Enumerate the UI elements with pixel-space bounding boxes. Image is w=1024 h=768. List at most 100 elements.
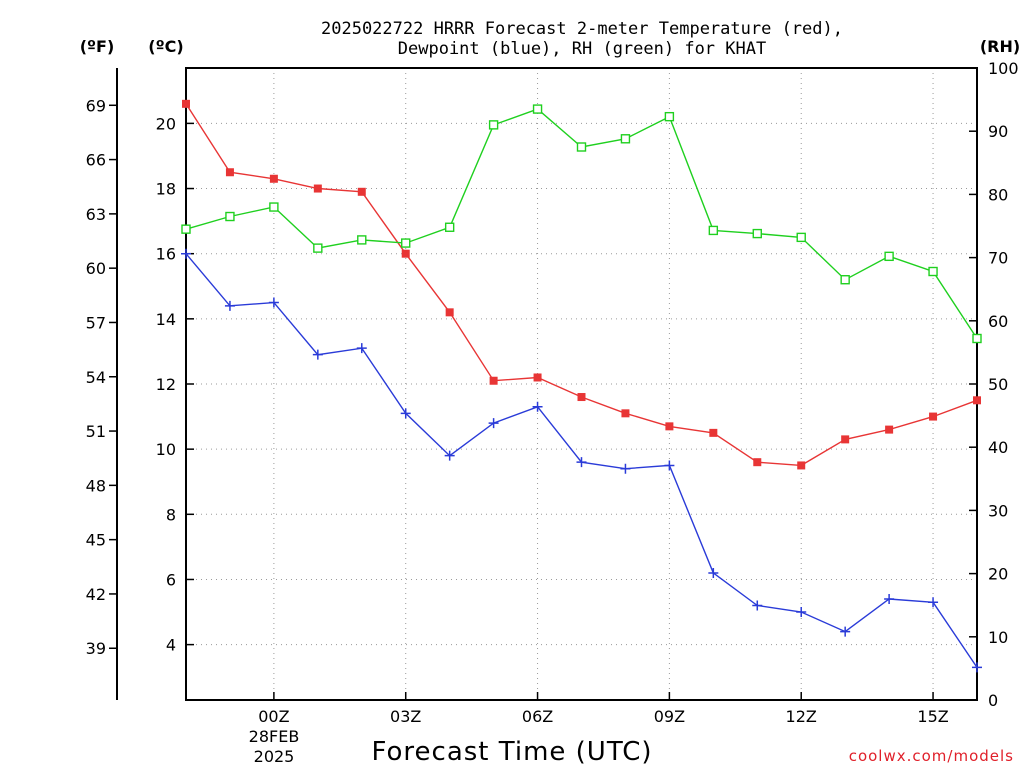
celsius-tick-label: 10 [156, 440, 176, 459]
rh-point [664, 111, 675, 122]
fahrenheit-tick-label: 63 [86, 205, 106, 224]
dewpoint-point [884, 594, 895, 605]
temperature-point [313, 184, 322, 193]
rh-tick-label: 100 [988, 59, 1019, 78]
rh-point [708, 225, 719, 236]
temperature-point [445, 308, 454, 317]
rh-point [884, 251, 894, 262]
dewpoint-point [576, 457, 587, 468]
temperature-point [577, 393, 586, 402]
dewpoint-point [708, 567, 719, 578]
celsius-tick-label: 4 [166, 636, 176, 655]
temperature-point [621, 409, 630, 418]
dewpoint-point [620, 463, 631, 474]
temperature-point [269, 174, 278, 183]
fahrenheit-tick-label: 69 [86, 96, 106, 115]
rh-point [972, 333, 982, 344]
fahrenheit-tick-label: 48 [86, 476, 106, 495]
fahrenheit-unit-label: (ºF) [80, 37, 115, 56]
dewpoint-point [532, 401, 543, 412]
dewpoint-point [752, 600, 763, 611]
date-label-day: 28FEB [249, 727, 300, 746]
rh-axis: 0 10 20 30 40 50 60 70 80 90 100 [969, 59, 1019, 710]
celsius-tick-label: 20 [156, 114, 176, 133]
rh-tick-label: 80 [988, 185, 1008, 204]
temperature-point [797, 461, 806, 470]
fahrenheit-tick-label: 54 [86, 368, 106, 387]
temperature-series-line [185, 103, 978, 467]
celsius-tick-label: 12 [156, 375, 176, 394]
rh-tick-label: 10 [988, 628, 1008, 647]
rh-point [225, 211, 235, 222]
celsius-tick-label: 14 [156, 310, 176, 329]
rh-tick-label: 60 [988, 312, 1008, 331]
fahrenheit-tick-label: 51 [86, 422, 106, 441]
celsius-tick-label: 6 [166, 570, 176, 589]
fahrenheit-axis: 39 42 45 48 51 54 57 60 63 66 69 [86, 96, 117, 658]
temperature-point [401, 249, 410, 258]
celsius-tick-label: 18 [156, 180, 176, 199]
celsius-tick-label: 16 [156, 245, 176, 264]
rh-tick-label: 40 [988, 438, 1008, 457]
rh-point [532, 104, 543, 114]
temperature-point [665, 422, 674, 431]
rh-tick-label: 30 [988, 501, 1008, 520]
time-tick-label: 00Z [258, 707, 289, 726]
dewpoint-point [312, 349, 323, 360]
rh-point [796, 232, 806, 243]
rh-tick-label: 20 [988, 565, 1008, 584]
celsius-unit-label: (ºC) [148, 37, 183, 56]
site-credit: coolwx.com/models [849, 747, 1014, 765]
time-tick-label: 12Z [786, 707, 817, 726]
time-tick-label: 15Z [917, 707, 948, 726]
fahrenheit-tick-label: 39 [86, 639, 106, 658]
temperature-point [357, 187, 366, 196]
date-label-year: 2025 [254, 747, 295, 766]
rh-tick-label: 90 [988, 122, 1008, 141]
x-axis-title: Forecast Time (UTC) [371, 737, 652, 767]
time-axis: 00Z 03Z 06Z 09Z 12Z 15Z [258, 692, 949, 726]
time-tick-label: 03Z [390, 707, 421, 726]
temperature-point [973, 396, 981, 405]
rh-tick-label: 0 [988, 691, 998, 710]
fahrenheit-tick-label: 57 [86, 313, 106, 332]
temperature-point [225, 168, 234, 177]
rh-point [620, 134, 631, 144]
chart-title-line2: Dewpoint (blue), RH (green) for KHAT [398, 39, 766, 59]
temperature-point [841, 435, 850, 444]
dewpoint-point [400, 408, 411, 419]
rh-point [840, 275, 850, 285]
celsius-tick-label: 8 [166, 505, 176, 524]
temperature-point [709, 428, 718, 437]
time-tick-label: 09Z [654, 707, 685, 726]
fahrenheit-tick-label: 66 [86, 151, 106, 170]
temperature-point [885, 425, 894, 434]
dewpoint-point [972, 662, 982, 673]
dewpoint-point [224, 300, 235, 311]
rh-point [401, 238, 411, 248]
rh-point [576, 142, 587, 152]
temperature-point [489, 376, 498, 385]
rh-tick-label: 50 [988, 375, 1008, 394]
dewpoint-point [268, 297, 279, 308]
rh-point [928, 266, 938, 277]
temperature-point [182, 99, 190, 108]
series-layer [181, 99, 982, 673]
rh-point [313, 243, 323, 253]
dewpoint-point [928, 597, 939, 608]
dewpoint-point [796, 607, 807, 618]
rh-unit-label: (RH) [980, 37, 1020, 56]
rh-point [269, 202, 279, 212]
dewpoint-point [181, 248, 191, 259]
rh-point [488, 120, 499, 130]
rh-tick-label: 70 [988, 249, 1008, 268]
fahrenheit-tick-label: 60 [86, 259, 106, 278]
fahrenheit-tick-label: 45 [86, 531, 106, 550]
dewpoint-point [356, 343, 367, 354]
gridlines [186, 68, 977, 700]
rh-point [181, 224, 191, 234]
fahrenheit-tick-label: 42 [86, 585, 106, 604]
dewpoint-point [488, 418, 499, 429]
time-tick-label: 06Z [522, 707, 553, 726]
dewpoint-point [444, 450, 455, 461]
